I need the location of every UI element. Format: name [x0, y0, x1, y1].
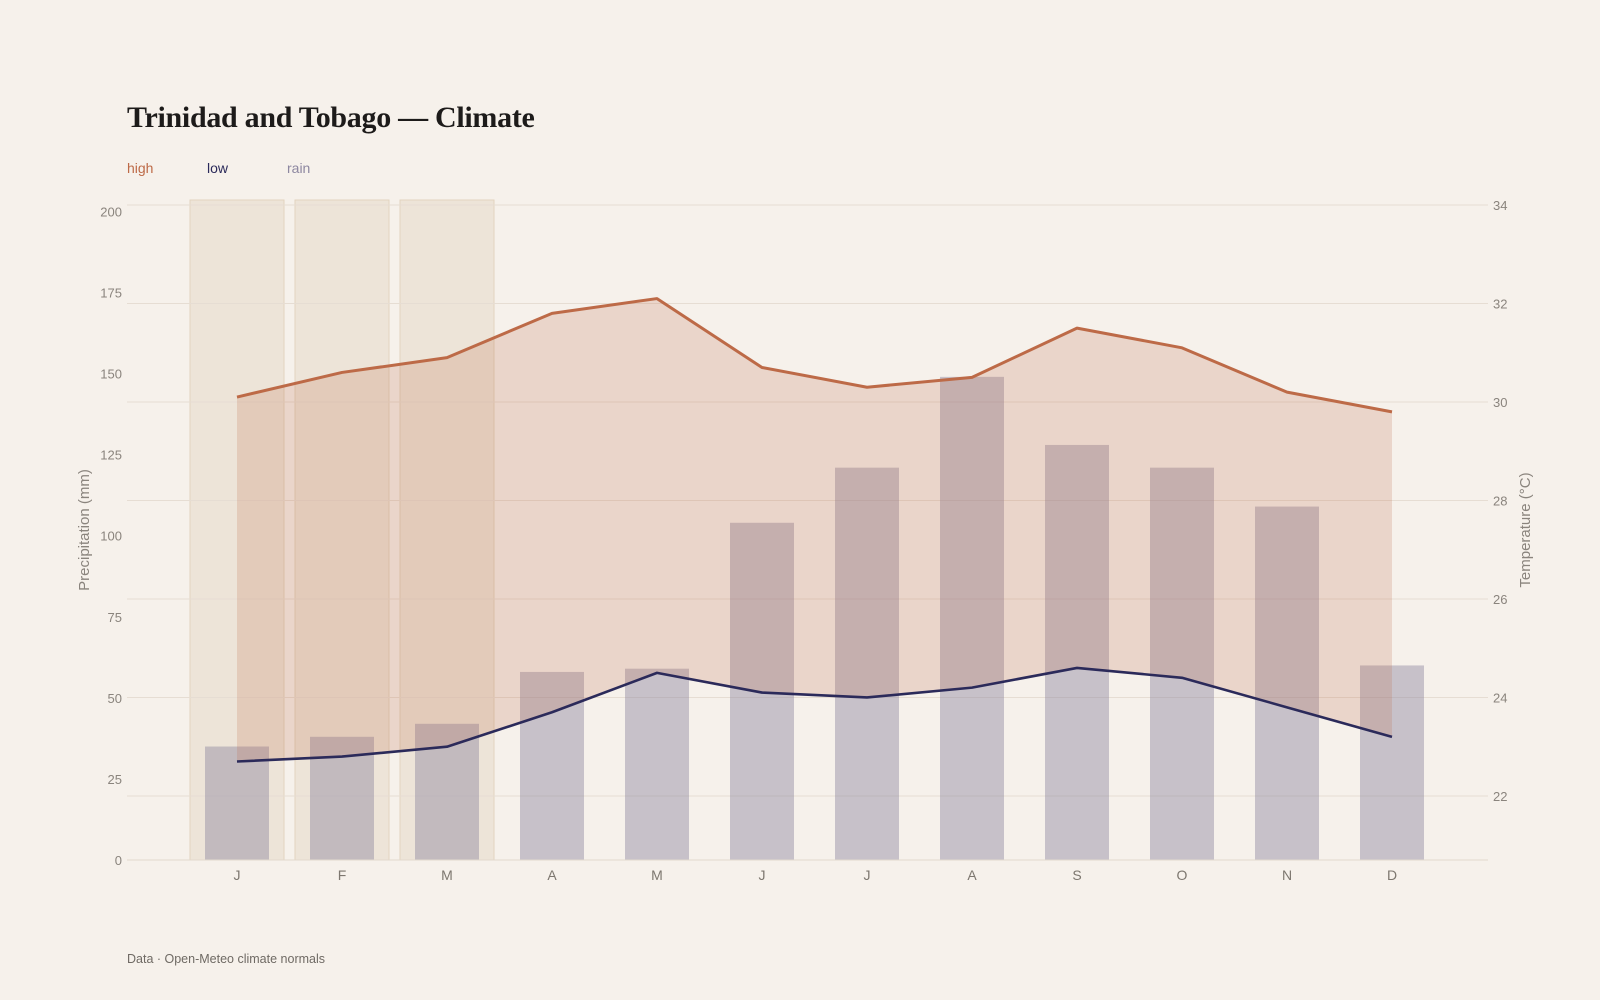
rain-bars	[205, 376, 1424, 860]
x-tick-label: O	[1177, 867, 1188, 883]
y-right-tick-label: 30	[1493, 395, 1507, 410]
legend-high: high	[127, 160, 154, 176]
y-left-tick-label: 175	[100, 286, 122, 301]
temperature-range-area	[237, 298, 1392, 762]
rain-bar	[940, 376, 1004, 860]
x-tick-label: J	[759, 867, 766, 883]
dry-season-band	[294, 199, 390, 861]
gridlines	[127, 204, 1488, 797]
high-line	[236, 297, 1393, 414]
x-tick-label: A	[967, 867, 977, 883]
y-right-tick-label: 32	[1493, 296, 1507, 311]
x-tick-label: J	[864, 867, 871, 883]
legend: high low rain	[127, 160, 367, 176]
y-right-tick-label: 26	[1493, 592, 1507, 607]
rain-bar	[625, 668, 689, 860]
y-axis-left-title: Precipitation (mm)	[76, 469, 93, 591]
y-left-tick-label: 75	[108, 610, 122, 625]
source-note: Data · Open-Meteo climate normals	[127, 952, 325, 966]
low-line	[236, 666, 1393, 763]
temperature-lines	[236, 297, 1393, 763]
rain-bar	[1255, 506, 1319, 860]
rain-bar	[1150, 467, 1214, 860]
x-tick-label: F	[338, 867, 347, 883]
x-tick-label: A	[547, 867, 557, 883]
y-left-tick-label: 200	[100, 204, 122, 219]
y-right-tick-label: 22	[1493, 789, 1507, 804]
y-left-tick-label: 0	[115, 853, 122, 868]
x-tick-label: N	[1282, 867, 1292, 883]
rain-bar	[205, 746, 269, 860]
rain-bar	[835, 467, 899, 860]
x-tick-label: M	[441, 867, 453, 883]
y-right-tick-label: 28	[1493, 493, 1507, 508]
y-left-tick-label: 125	[100, 448, 122, 463]
rain-bar	[1045, 444, 1109, 860]
y-left-tick-label: 150	[100, 367, 122, 382]
y-left-tick-label: 25	[108, 772, 122, 787]
legend-low: low	[207, 160, 229, 176]
y-right-tick-label: 34	[1493, 198, 1507, 213]
dry-season-band	[189, 199, 285, 861]
y-left-tick-label: 100	[100, 529, 122, 544]
axes: 0 25 50 75 100 125 150 175 200 22 24 26 28 30 32 34 J F M A…	[100, 198, 1507, 883]
y-right-tick-label: 24	[1493, 690, 1507, 705]
legend-rain: rain	[287, 160, 311, 176]
rain-bar	[1360, 665, 1424, 860]
y-axis-right-title: Temperature (°C)	[1517, 472, 1534, 587]
chart-title: Trinidad and Tobago — Climate	[127, 101, 535, 134]
y-left-tick-label: 50	[108, 691, 122, 706]
high-temp-area	[237, 298, 1392, 762]
x-tick-label: D	[1387, 867, 1397, 883]
x-tick-label: S	[1072, 867, 1081, 883]
x-tick-label: J	[234, 867, 241, 883]
x-tick-label: M	[651, 867, 663, 883]
